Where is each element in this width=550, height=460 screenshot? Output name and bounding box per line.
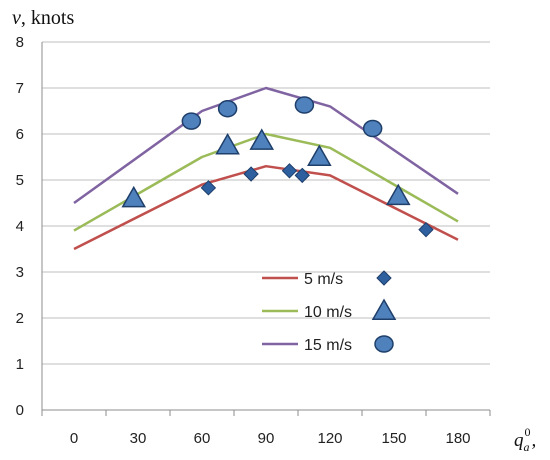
y-axis-variable: v [12, 7, 21, 29]
y-tick-label: 1 [16, 356, 24, 373]
data-point-diamond [418, 221, 434, 238]
x-tick-label: 90 [258, 430, 275, 447]
axes [41, 42, 491, 416]
legend-item: 15 m/s [262, 335, 394, 354]
data-point-circle [217, 99, 238, 118]
series-line [73, 132, 459, 232]
y-tick-label: 5 [16, 172, 24, 189]
data-point-triangle [307, 144, 332, 166]
legend-marker-triangle [371, 298, 397, 320]
data-point-triangle [249, 128, 275, 150]
y-tick-label: 7 [16, 80, 24, 97]
legend-label: 10 m/s [304, 304, 352, 321]
data-point-diamond [200, 180, 217, 196]
data-point-diamond [243, 166, 259, 182]
legend-marker-diamond [376, 270, 392, 286]
data-point-triangle [215, 132, 240, 155]
y-tick-label: 3 [16, 264, 24, 281]
x-tick-label: 150 [381, 430, 406, 447]
x-axis-subscript: a [524, 440, 530, 454]
x-tick-label: 0 [70, 430, 78, 447]
data-point-diamond [281, 163, 298, 179]
legend-item: 10 m/s [262, 298, 397, 321]
data-point-triangle [385, 183, 411, 206]
y-tick-label: 2 [16, 310, 24, 327]
legend-label: 15 m/s [304, 337, 352, 354]
legend: 5 m/s 10 m/s 15 m/s [262, 270, 397, 354]
series-line [73, 164, 459, 251]
x-axis-label: q0 a, [514, 425, 536, 454]
data-point-circle [294, 96, 315, 114]
x-tick-label: 60 [194, 430, 211, 447]
data-point-triangle [121, 185, 147, 208]
x-axis-variable: q [514, 430, 524, 451]
series-lines [73, 86, 459, 251]
grid [42, 41, 490, 411]
x-axis-suffix: , [532, 430, 537, 451]
y-tick-label: 4 [16, 218, 24, 235]
data-point-diamond [294, 167, 310, 184]
y-axis-label: v, knots [12, 7, 74, 29]
y-tick-label: 0 [16, 402, 24, 419]
y-tick-labels: 0 1 2 3 4 5 6 7 8 [16, 34, 24, 419]
legend-marker-circle [374, 335, 394, 353]
series-markers [121, 96, 434, 238]
x-tick-label: 30 [130, 430, 147, 447]
data-point-circle [362, 119, 383, 138]
y-tick-label: 6 [16, 126, 24, 143]
y-tick-label: 8 [16, 34, 24, 51]
x-tick-label: 120 [317, 430, 342, 447]
legend-item: 5 m/s [262, 270, 392, 288]
x-tick-label: 180 [445, 430, 470, 447]
x-tick-labels: 0 30 60 90 120 150 180 [70, 430, 471, 447]
legend-label: 5 m/s [304, 271, 343, 288]
data-point-circle [181, 112, 202, 130]
x-axis-superscript: 0 [525, 425, 531, 439]
y-axis-unit: , knots [21, 7, 75, 29]
